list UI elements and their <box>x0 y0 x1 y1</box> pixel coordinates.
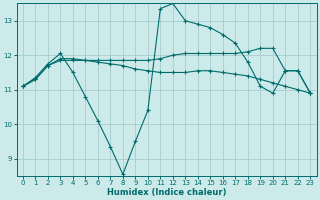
X-axis label: Humidex (Indice chaleur): Humidex (Indice chaleur) <box>107 188 226 197</box>
